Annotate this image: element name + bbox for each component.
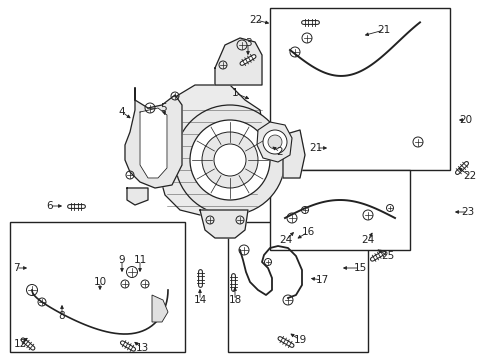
Circle shape: [175, 105, 285, 215]
Polygon shape: [158, 85, 265, 215]
Text: 23: 23: [462, 207, 475, 217]
Text: 25: 25: [381, 251, 394, 261]
Text: 3: 3: [245, 38, 251, 48]
Text: 19: 19: [294, 335, 307, 345]
Text: 20: 20: [460, 115, 472, 125]
Text: 22: 22: [249, 15, 263, 25]
Text: 17: 17: [316, 275, 329, 285]
Text: 11: 11: [133, 255, 147, 265]
Text: 24: 24: [279, 235, 293, 245]
Text: 6: 6: [47, 201, 53, 211]
Text: 2: 2: [277, 147, 283, 157]
Text: 24: 24: [362, 235, 375, 245]
Text: 16: 16: [301, 227, 315, 237]
Text: 7: 7: [13, 263, 19, 273]
Text: 22: 22: [464, 171, 477, 181]
Circle shape: [202, 132, 258, 188]
Text: 8: 8: [59, 311, 65, 321]
Polygon shape: [125, 88, 182, 188]
Text: 18: 18: [228, 295, 242, 305]
Circle shape: [214, 144, 246, 176]
Text: 14: 14: [194, 295, 207, 305]
Text: 5: 5: [160, 103, 166, 113]
Bar: [10, 222, 185, 352]
Text: 15: 15: [353, 263, 367, 273]
Polygon shape: [140, 108, 167, 178]
Text: 12: 12: [13, 339, 26, 349]
Bar: [270, 8, 450, 170]
Text: 21: 21: [377, 25, 391, 35]
Circle shape: [263, 130, 287, 154]
Text: 10: 10: [94, 277, 106, 287]
Polygon shape: [257, 122, 292, 162]
Text: 4: 4: [119, 107, 125, 117]
Bar: [228, 222, 368, 352]
Polygon shape: [152, 295, 168, 322]
Circle shape: [268, 135, 282, 149]
Text: 1: 1: [232, 88, 238, 98]
Polygon shape: [215, 38, 262, 85]
Polygon shape: [200, 210, 248, 238]
Text: 9: 9: [119, 255, 125, 265]
Polygon shape: [283, 130, 305, 178]
Bar: [270, 170, 410, 250]
Text: 13: 13: [135, 343, 148, 353]
Circle shape: [190, 120, 270, 200]
Polygon shape: [127, 188, 148, 205]
Text: 21: 21: [309, 143, 322, 153]
